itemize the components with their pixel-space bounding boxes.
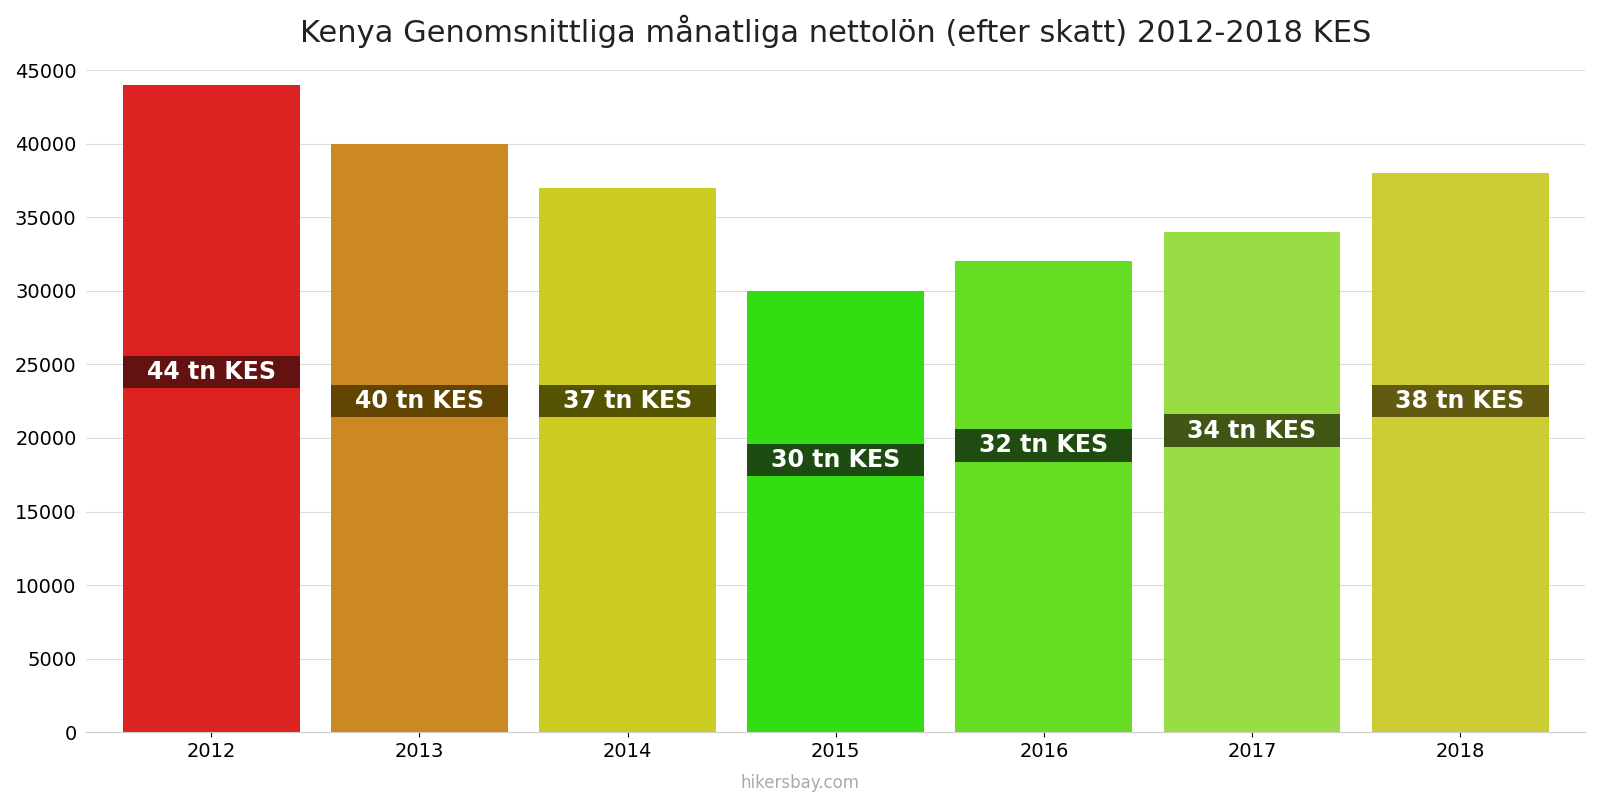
Bar [331, 144, 507, 732]
Bar [1371, 173, 1549, 732]
Bar [747, 291, 925, 732]
Bar [331, 385, 507, 418]
Bar [955, 429, 1133, 462]
Text: 37 tn KES: 37 tn KES [563, 389, 693, 413]
Bar [747, 444, 925, 476]
Text: hikersbay.com: hikersbay.com [741, 774, 859, 792]
Bar [123, 85, 299, 732]
Bar [955, 262, 1133, 732]
Bar [539, 188, 715, 732]
Text: 34 tn KES: 34 tn KES [1187, 418, 1317, 442]
Bar [539, 385, 715, 418]
Text: 38 tn KES: 38 tn KES [1395, 389, 1525, 413]
Text: 44 tn KES: 44 tn KES [147, 360, 275, 384]
Title: Kenya Genomsnittliga månatliga nettolön (efter skatt) 2012-2018 KES: Kenya Genomsnittliga månatliga nettolön … [299, 15, 1371, 48]
Bar [1163, 414, 1341, 447]
Bar [1163, 232, 1341, 732]
Bar [1371, 385, 1549, 418]
Text: 32 tn KES: 32 tn KES [979, 434, 1109, 458]
Bar [123, 355, 299, 388]
Text: 30 tn KES: 30 tn KES [771, 448, 901, 472]
Text: 40 tn KES: 40 tn KES [355, 389, 483, 413]
